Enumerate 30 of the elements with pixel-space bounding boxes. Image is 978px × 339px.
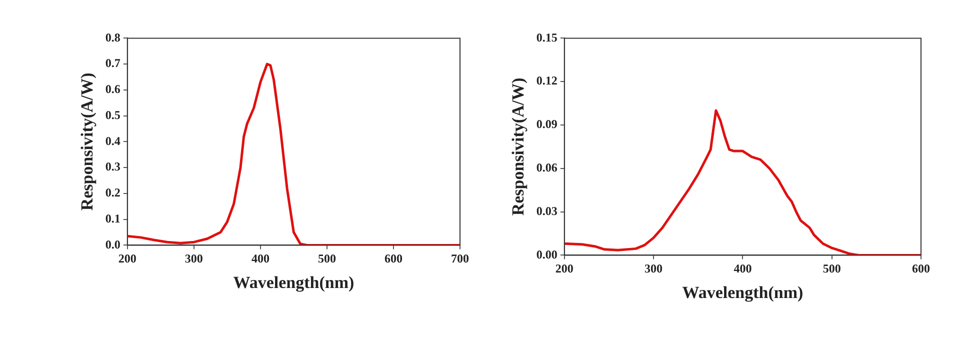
y-tick-label: 0.0	[105, 237, 120, 252]
x-tick-label: 400	[734, 261, 752, 276]
y-tick-label: 0.1	[105, 211, 120, 226]
y-tick-label: 0.06	[536, 160, 558, 174]
y-axis-title: Responsivity(A/W)	[78, 72, 97, 211]
y-tick-label: 0.00	[536, 247, 558, 262]
x-tick-label: 700	[451, 251, 469, 266]
y-tick-label: 0.15	[536, 30, 558, 44]
y-tick-label: 0.5	[105, 108, 120, 122]
y-tick-label: 0.12	[536, 74, 558, 88]
y-tick-label: 0.09	[536, 117, 558, 132]
y-tick-label: 0.3	[105, 160, 120, 174]
y-tick-label: 0.2	[105, 186, 120, 200]
y-tick-label: 0.6	[105, 82, 120, 96]
x-tick-label: 600	[912, 261, 930, 276]
x-tick-label: 600	[384, 251, 402, 266]
x-axis-title: Wavelength(nm)	[233, 273, 354, 292]
x-tick-label: 200	[555, 261, 574, 276]
x-tick-label: 300	[184, 251, 203, 266]
y-axis-title: Responsivity(A/W)	[508, 78, 528, 216]
x-tick-label: 200	[118, 251, 136, 266]
x-tick-label: 500	[822, 261, 841, 276]
y-tick-label: 0.03	[536, 204, 558, 218]
x-tick-label: 300	[644, 261, 663, 276]
x-axis-title: Wavelength(nm)	[682, 283, 804, 302]
x-tick-label: 400	[251, 251, 270, 266]
y-tick-label: 0.8	[105, 30, 120, 44]
x-tick-label: 500	[318, 251, 336, 266]
y-tick-label: 0.7	[105, 56, 120, 70]
y-tick-label: 0.4	[105, 134, 120, 148]
